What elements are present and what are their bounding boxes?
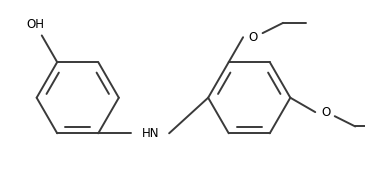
Text: O: O	[321, 106, 330, 119]
Text: OH: OH	[27, 18, 45, 31]
Text: O: O	[249, 31, 258, 44]
Text: HN: HN	[142, 127, 160, 140]
